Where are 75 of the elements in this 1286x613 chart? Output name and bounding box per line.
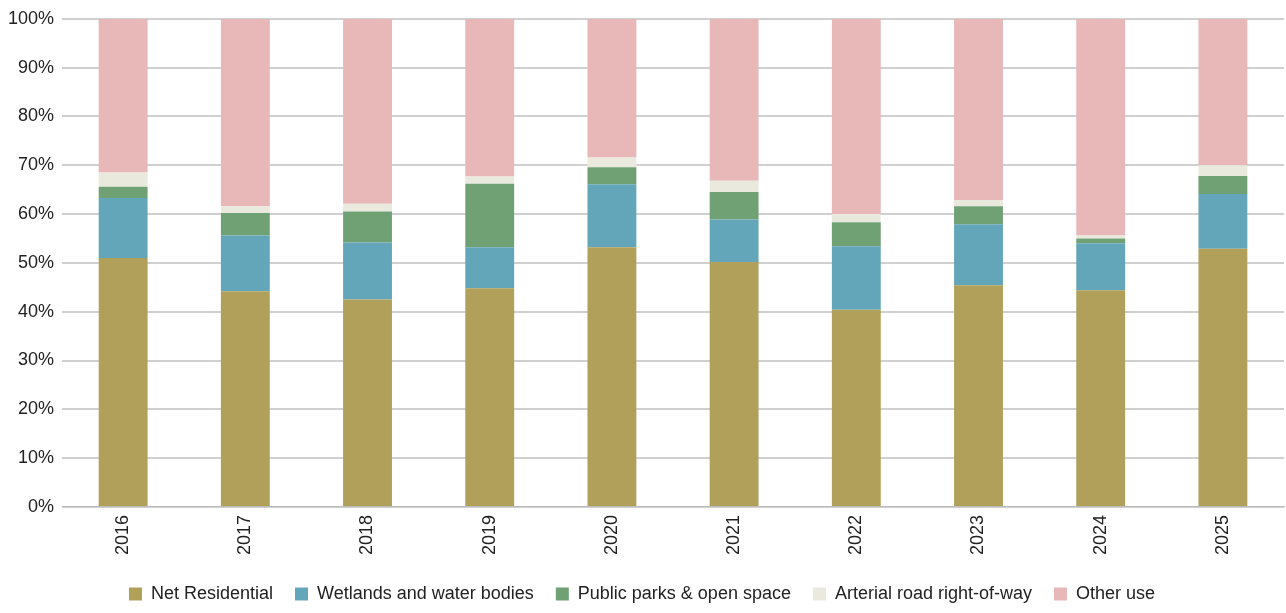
x-tick-label: 2018 [356,514,377,555]
x-tick-label: 2022 [845,514,866,555]
bar [587,157,637,168]
bar [709,219,759,262]
bar [831,246,881,310]
bar [1076,243,1126,291]
bar [831,18,881,215]
x-tick-label: 2016 [112,514,133,555]
x-tick-label: 2024 [1089,514,1110,555]
bar [98,258,148,506]
bar [343,203,392,212]
bar [954,199,1003,207]
legend-label: Public parks & open space [577,582,791,603]
bar [954,285,1003,506]
bar [465,176,515,184]
bar [220,206,270,214]
y-tick-label: 30% [18,349,55,370]
bar [709,192,759,220]
bar [98,18,148,173]
legend-label: Net Residential [150,582,274,603]
legend-label: Other use [1076,582,1156,603]
bar [1198,175,1248,195]
bar [220,213,270,236]
y-tick-label: 90% [18,56,55,77]
bar [343,18,392,204]
x-tick-label: 2019 [478,514,499,555]
bar [343,299,392,506]
x-tick-label: 2023 [967,514,988,555]
bar [465,183,515,248]
bar [98,186,148,198]
y-tick-label: 50% [18,251,55,272]
y-tick-label: 70% [18,154,55,175]
bar [98,197,148,258]
bar [831,222,881,247]
bar [1076,290,1126,506]
y-tick-label: 0% [28,495,55,516]
y-tick-label: 10% [18,447,55,468]
bar [709,261,759,506]
bar [343,242,392,300]
x-tick-label: 2025 [1211,514,1232,555]
bar [587,247,637,506]
bar [98,172,148,187]
x-tick-label: 2017 [234,514,255,555]
bar [465,288,515,506]
y-tick-label: 80% [18,105,55,126]
bar [709,180,759,193]
y-tick-label: 20% [18,398,55,419]
y-tick-label: 100% [7,7,55,28]
legend-label: Arterial road right-of-way [834,582,1033,603]
x-tick-label: 2021 [723,514,744,555]
legend-label: Wetlands and water bodies [317,582,534,603]
bar [465,18,515,177]
x-tick-label: 2020 [600,514,621,555]
bar [831,214,881,223]
bar [220,291,270,506]
bar [954,206,1003,225]
bar [587,18,637,158]
bar [465,247,515,289]
bar [954,224,1003,286]
bar [587,167,637,185]
bar [954,18,1003,200]
bar [220,235,270,292]
bar [831,309,881,506]
bar [587,184,637,248]
bar [1198,194,1248,249]
bar [343,211,392,243]
bar [709,18,759,181]
bar [1076,238,1126,244]
bar [1198,18,1248,166]
bar [1076,18,1126,236]
bar [1198,248,1248,506]
y-tick-label: 40% [18,300,55,321]
bar [1198,165,1248,176]
bar [220,18,270,207]
y-tick-label: 60% [18,203,55,224]
